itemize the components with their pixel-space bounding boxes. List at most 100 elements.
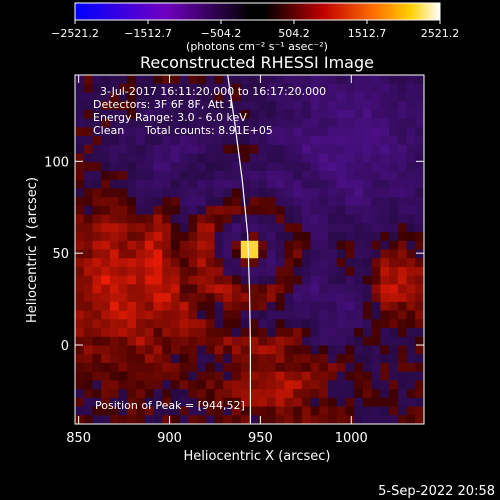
heatmap-cell [75,136,85,146]
heatmap-cell [197,153,207,163]
heatmap-cell [345,223,355,233]
heatmap-cell [371,362,381,373]
heatmap-cell [214,144,224,155]
heatmap-cell [380,249,390,259]
heatmap-cell [223,293,233,303]
heatmap-cell [293,127,303,137]
heatmap-cell [266,214,277,224]
heatmap-cell [415,232,424,242]
heatmap-cell [136,170,146,181]
heatmap-cell [101,109,111,120]
heatmap-cell [301,214,312,224]
heatmap-cell [136,232,146,242]
heatmap-cell [249,310,259,320]
heatmap-cell [153,109,163,120]
heatmap-cell [214,293,224,303]
heatmap-cell [127,301,137,312]
heatmap-cell [266,362,277,373]
heatmap-cell [214,345,224,355]
heatmap-cell [232,266,242,277]
heatmap-cell [162,205,172,216]
heatmap-cell [275,75,285,85]
heatmap-cell [345,153,355,163]
heatmap-cell [354,258,364,268]
heatmap-cell [144,275,155,285]
heatmap-cell [345,301,355,312]
heatmap-cell [293,205,303,216]
heatmap-cell [83,336,94,347]
heatmap-cell [162,188,172,198]
heatmap-cell [362,406,373,416]
heatmap-cell [258,127,268,137]
heatmap-cell [83,144,94,155]
heatmap-cell [144,415,155,424]
heatmap-cell [371,179,381,190]
heatmap-cell [205,310,216,320]
heatmap-cell [162,83,172,94]
heatmap-cell [319,223,329,233]
heatmap-cell [214,92,224,102]
heatmap-cell [109,127,120,137]
heatmap-cell [362,415,373,424]
heatmap-cell [266,188,277,198]
heatmap-cell [188,92,198,102]
heatmap-cell [92,415,102,424]
heatmap-cell [188,214,198,224]
heatmap-cell [301,293,312,303]
heatmap-cell [406,293,416,303]
heatmap-cell [258,109,268,120]
heatmap-cell [301,197,312,207]
heatmap-cell [301,362,312,373]
heatmap-cell [127,380,137,390]
heatmap-cell [92,83,102,94]
heatmap-cell [336,397,347,408]
heatmap-cell [144,345,155,355]
heatmap-cell [389,83,399,94]
heatmap-cell [397,389,408,399]
heatmap-cell [92,293,102,303]
heatmap-cell [205,197,216,207]
heatmap-cell [232,83,242,94]
heatmap-cell [249,232,259,242]
heatmap-cell [389,266,399,277]
heatmap-cell [301,92,312,102]
heatmap-cell [109,380,120,390]
heatmap-cell [415,397,424,408]
heatmap-cell [301,127,312,137]
heatmap-cell [83,153,94,163]
heatmap-cell [415,284,424,294]
heatmap-cell [240,92,251,102]
y-axis-title: Heliocentric Y (arcsec) [25,177,40,323]
heatmap-cell [293,258,303,268]
heatmap-cell [153,170,163,181]
heatmap-cell [92,380,102,390]
heatmap-cell [328,354,338,364]
heatmap-cell [328,415,338,424]
heatmap-cell [170,240,181,251]
heatmap-cell [354,380,364,390]
heatmap-cell [170,249,181,259]
heatmap-cell [389,223,399,233]
heatmap-cell [232,205,242,216]
heatmap-cell [397,319,408,329]
heatmap-cell [301,83,312,94]
heatmap-cell [75,153,85,163]
heatmap-cell [240,293,251,303]
heatmap-cell [415,214,424,224]
heatmap-cell [380,371,390,381]
heatmap-cell [266,232,277,242]
heatmap-cell [275,232,285,242]
heatmap-cell [240,75,251,85]
heatmap-cell [162,319,172,329]
heatmap-cell [170,136,181,146]
heatmap-cell [249,380,259,390]
heatmap-cell [232,397,242,408]
heatmap-cell [109,179,120,190]
heatmap-cell [415,153,424,163]
heatmap-cell [170,319,181,329]
heatmap-cell [127,319,137,329]
heatmap-cell [153,136,163,146]
heatmap-cell [275,101,285,111]
heatmap-cell [284,354,294,364]
